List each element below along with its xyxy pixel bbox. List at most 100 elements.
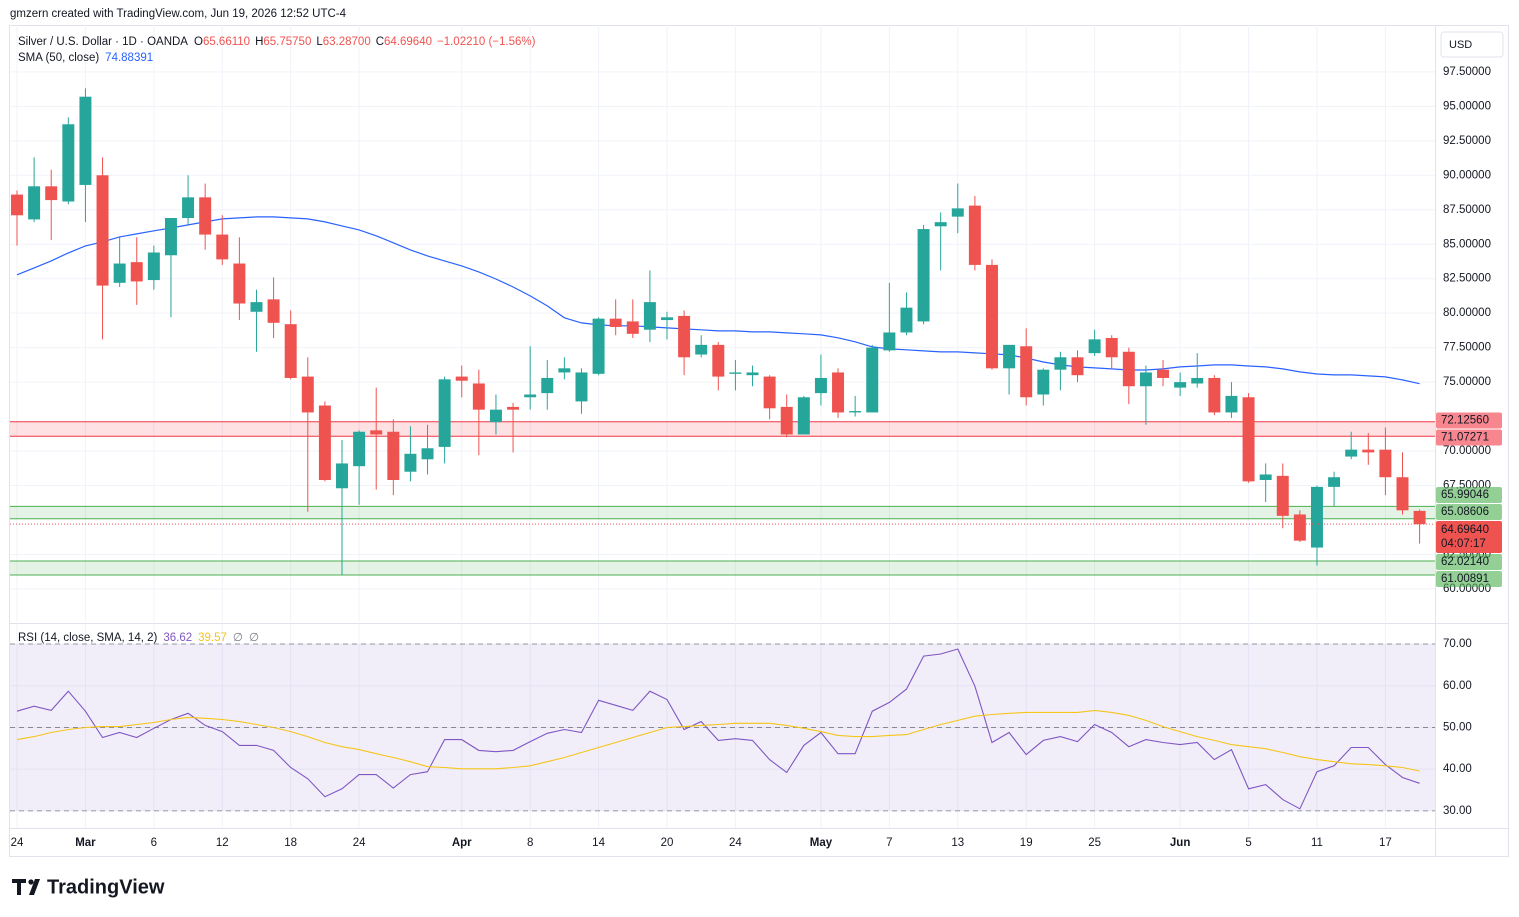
x-tick-label: Jun	[1170, 837, 1190, 849]
legend: RSI (14, close, SMA, 14, 2) 36.62 39.57 ∅ ∅	[18, 632, 259, 644]
candle-body	[1105, 337, 1118, 358]
candle-body	[353, 431, 366, 467]
rsi-extra: ∅	[249, 632, 259, 644]
y-tick-label: 70.00	[1443, 638, 1472, 650]
ohlc-key: O	[194, 36, 203, 48]
ohlc-value: 65.75750	[263, 36, 311, 48]
candle-body	[336, 463, 348, 489]
candle-body	[1362, 449, 1375, 453]
y-tick-label: 77.50000	[1443, 342, 1491, 354]
last-price-tag-label: 64.69640	[1441, 524, 1489, 536]
candle-body	[28, 186, 41, 220]
candle-body	[934, 222, 947, 227]
candle-body	[849, 411, 862, 413]
candle-body	[284, 324, 297, 378]
x-tick-label: 24	[729, 837, 742, 849]
x-tick-label: 11	[1311, 837, 1323, 849]
zone-tag	[1436, 487, 1502, 504]
x-tick-label: 19	[1020, 837, 1033, 849]
currency-button[interactable]	[1440, 31, 1504, 58]
labels: 24 Mar 6 12 18 24 Apr 8 14 20 24 May 7 13 19 25 Jun 5 11 17…	[11, 36, 1491, 849]
marks	[10, 88, 1435, 810]
price-tags: 72.12560 71.07271 65.99046 65.08606 62.02140…	[1436, 412, 1502, 588]
sma-name: SMA (50, close)	[18, 52, 99, 64]
zone-tag	[1436, 504, 1502, 521]
candle-body	[1225, 395, 1238, 413]
candle-body	[814, 377, 827, 394]
y-tick-label: 97.50000	[1443, 66, 1491, 78]
sma-line	[16, 216, 1420, 385]
legend: SMA (50, close) 74.88391	[18, 52, 153, 64]
candle-body	[763, 376, 776, 409]
logo-shape	[12, 879, 26, 895]
candle-body	[1071, 357, 1084, 376]
rsi-name: RSI (14, close, SMA, 14, 2)	[18, 632, 158, 644]
candle-body	[404, 453, 417, 472]
x-tick-label: 24	[353, 837, 366, 849]
candle-body	[1328, 477, 1341, 487]
zone-tag	[1436, 571, 1502, 588]
candle-body	[900, 307, 913, 333]
candle-body	[45, 186, 58, 201]
symbol: Silver / U.S. Dollar · 1D · OANDA	[18, 36, 188, 48]
candle-body	[216, 234, 229, 260]
y-tick-label: 60.00	[1443, 680, 1472, 692]
candle-body	[1396, 477, 1409, 511]
candle-body	[267, 299, 280, 323]
zone-tag-label: 71.07271	[1441, 432, 1489, 444]
candle-body	[1122, 351, 1135, 387]
logo-text: TradingView	[47, 876, 165, 898]
candle-body	[729, 372, 742, 374]
x-tick-label: May	[810, 837, 833, 849]
y-tick-label: 92.50000	[1443, 135, 1491, 147]
y-tick-label: 90.00000	[1443, 169, 1491, 181]
candle-body	[1379, 449, 1392, 478]
candle-body	[1191, 377, 1204, 384]
y-tick-label: 70.00000	[1443, 445, 1491, 457]
x-tick-label: Apr	[452, 837, 472, 849]
candle-body	[199, 197, 212, 235]
candle-body	[507, 406, 520, 410]
zone-tag	[1436, 412, 1502, 429]
y-tick-label: 82.50000	[1443, 273, 1491, 285]
zone-tag-label: 62.02140	[1441, 556, 1489, 568]
candle-body	[147, 252, 160, 281]
zone-tag-label: 61.00891	[1441, 573, 1489, 585]
candle-body	[746, 372, 759, 376]
ohlc-key: H	[255, 36, 263, 48]
candle-body	[609, 318, 622, 327]
candle-body	[1310, 486, 1323, 548]
rsi-line	[16, 709, 1420, 772]
rsi-extra: ∅	[233, 632, 243, 644]
currency[interactable]: USD	[1449, 39, 1472, 51]
zone-tag-label: 72.12560	[1441, 415, 1489, 427]
candle-body	[1208, 377, 1221, 413]
candle-body	[883, 332, 896, 351]
x-tick-label: 14	[592, 837, 605, 849]
last-price-tag	[1436, 521, 1502, 554]
x-tick-label: 6	[151, 837, 157, 849]
y-tick-label: 50.00	[1443, 721, 1472, 733]
candle-body	[985, 264, 998, 369]
candle-body	[318, 405, 331, 480]
candle-body	[643, 302, 656, 330]
y-tick-label: 85.00000	[1443, 238, 1491, 250]
candle-body	[678, 315, 691, 358]
candle-body	[96, 175, 109, 286]
y-tick-label: 95.00000	[1443, 100, 1491, 112]
candle-body	[951, 208, 964, 217]
candle-body	[79, 96, 92, 185]
zone-tag	[1436, 429, 1502, 446]
candle-body	[250, 302, 263, 312]
zone-tag-label: 65.08606	[1441, 506, 1489, 518]
candle-body	[1020, 346, 1033, 398]
x-tick-label: 24	[11, 837, 24, 849]
logo-icon	[12, 879, 40, 895]
last-price-tag-label: 04:07:17	[1441, 538, 1486, 550]
logo-shape	[29, 879, 40, 895]
x-tick-label: 20	[661, 837, 674, 849]
candle-body	[11, 194, 23, 216]
x-tick-label: 18	[284, 837, 297, 849]
